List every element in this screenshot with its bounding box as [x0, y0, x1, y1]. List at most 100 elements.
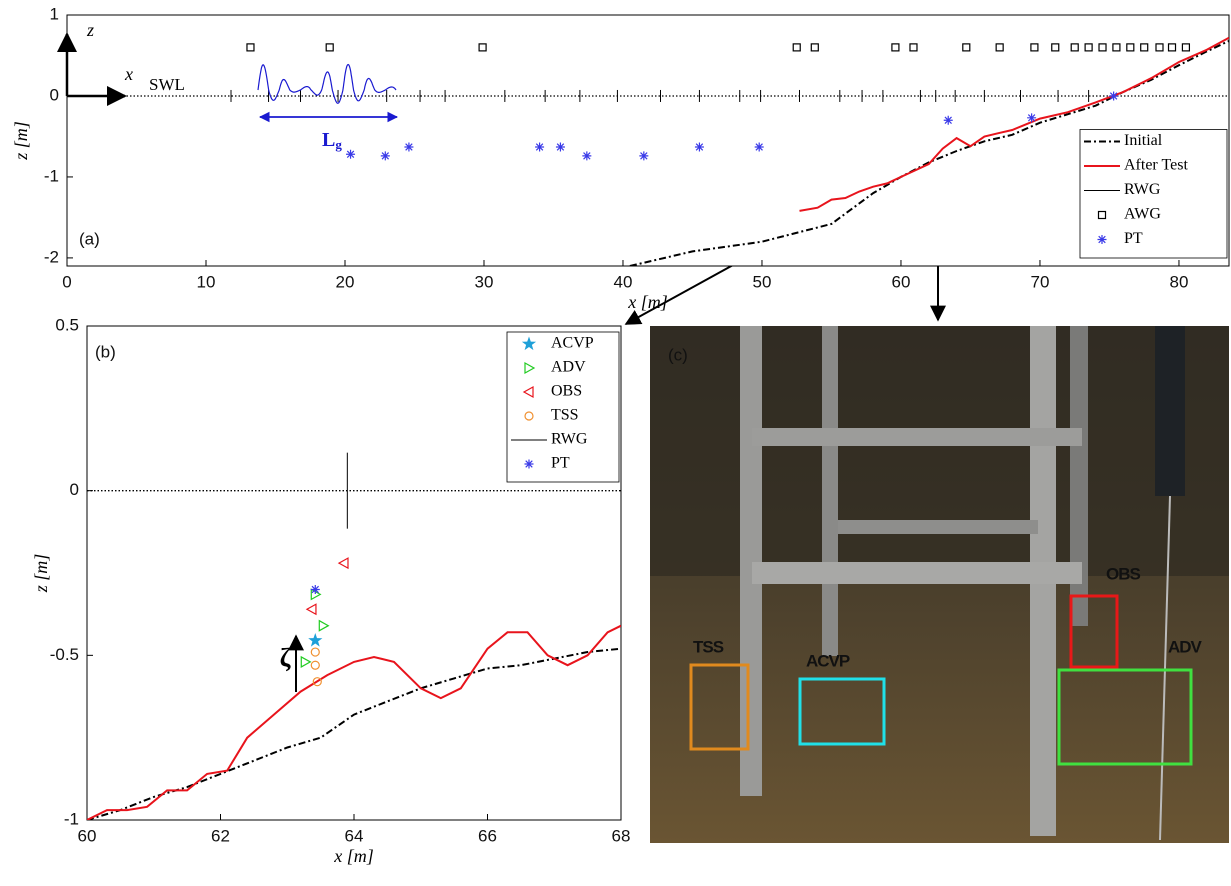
awg-marker [995, 43, 1004, 52]
group-length-symbol: L [322, 129, 335, 151]
plot-area [66, 14, 1230, 267]
pt-marker [524, 459, 534, 469]
pt-marker [754, 142, 764, 152]
adv-marker [524, 361, 536, 375]
awg-marker [891, 43, 900, 52]
awg-marker [478, 43, 487, 52]
awg-marker [1126, 43, 1135, 52]
pt-marker [582, 151, 592, 161]
photo-pole [822, 326, 838, 656]
group-length-label: Lg [322, 129, 342, 152]
sensor-label: ADV [1168, 637, 1203, 656]
awg-marker [1181, 43, 1191, 52]
x-tick-label: 68 [612, 826, 631, 845]
legend-label: OBS [551, 383, 582, 400]
legend-label: RWG [1124, 181, 1161, 198]
y-tick-label: -1 [64, 809, 79, 828]
x-tick-label: 0 [62, 272, 71, 291]
pt-marker [404, 142, 414, 152]
y-tick-label: 0 [70, 480, 79, 499]
awg-marker [325, 43, 334, 52]
photo-cable [1159, 495, 1171, 841]
panel: 60 62 64 66 68 -1 -0.5 0 0.5 x [m] z [m] ACVP ADV OBS… [31, 315, 630, 866]
x-axis-label: x [m] [333, 846, 374, 866]
y-tick-label: -1 [44, 166, 59, 185]
x-tick-label: 80 [1170, 272, 1189, 291]
awg-marker [1098, 43, 1107, 52]
sensor-label: TSS [693, 637, 724, 656]
acvp-marker [308, 633, 323, 647]
awg-marker [792, 43, 801, 52]
photo-bar [838, 520, 1038, 534]
legend-label: PT [551, 455, 570, 472]
photo-wall [650, 326, 1229, 576]
swl-label: SWL [149, 75, 185, 94]
pt-marker [380, 151, 390, 161]
obs-marker [337, 557, 349, 570]
sensor-box [1057, 668, 1193, 766]
wave-group [257, 63, 397, 104]
x-tick-label: 62 [211, 826, 230, 845]
pt-marker [1097, 235, 1107, 244]
awg-marker [1070, 43, 1079, 52]
profile-line [87, 624, 621, 820]
y-axis-label: z [m] [11, 121, 31, 161]
elevation-label: ζ [280, 643, 291, 672]
profile-line [629, 39, 1229, 266]
x-tick-label: 20 [336, 272, 355, 291]
awg-marker [1084, 43, 1093, 52]
awg-marker [1097, 210, 1107, 220]
photo-instrument [1155, 326, 1185, 496]
awg-marker [1030, 43, 1039, 52]
y-tick-label: 1 [50, 4, 59, 23]
x-tick-label: 30 [475, 272, 494, 291]
plot [87, 452, 621, 820]
sensor-label: ACVP [806, 651, 850, 670]
y-tick-label: -0.5 [50, 645, 79, 664]
awg-marker [1155, 43, 1164, 52]
x-tick-label: 60 [78, 826, 97, 845]
photo-pole [1070, 326, 1088, 626]
awg-marker [1140, 43, 1149, 52]
pt-marker [943, 115, 953, 125]
legend-label: After Test [1124, 157, 1188, 174]
sensor-box [689, 663, 750, 751]
legend-label: TSS [551, 407, 579, 424]
awg-marker [810, 43, 819, 52]
adv-marker [300, 655, 312, 668]
legend-label: Initial [1124, 132, 1163, 149]
x-arrow-label: x [124, 64, 133, 84]
panel-label: (a) [79, 229, 100, 248]
sensor-box [1069, 594, 1119, 669]
legend-box [506, 331, 620, 483]
x-axis-label: x [m] [627, 292, 668, 312]
photo-bar [752, 428, 1082, 446]
legend-label: ADV [551, 359, 586, 376]
legend-label: AWG [1124, 206, 1161, 223]
x-tick-label: 66 [478, 826, 497, 845]
pt-marker [555, 142, 565, 152]
panel-label: (b) [95, 342, 116, 361]
x-tick-label: 50 [753, 272, 772, 291]
x-tick-label: 10 [197, 272, 216, 291]
acvp-marker [521, 336, 537, 351]
photo-bar [752, 562, 1082, 584]
tss-marker [310, 647, 320, 657]
photo-pole [740, 326, 762, 796]
pt-marker [694, 142, 704, 152]
pt-marker [346, 149, 356, 159]
x-tick-label: 40 [614, 272, 633, 291]
pt-marker [1109, 91, 1119, 101]
y-tick-label: 0.5 [55, 315, 79, 334]
awg-marker [246, 43, 255, 52]
plot [230, 36, 1229, 266]
legend-label: PT [1124, 230, 1143, 247]
x-tick-label: 64 [345, 826, 364, 845]
awg-marker [1167, 43, 1177, 52]
pt-marker [1027, 113, 1037, 123]
panel-label: (c) [668, 345, 688, 364]
group-length-subscript: g [335, 137, 342, 152]
legend-label: ACVP [551, 335, 594, 352]
obs-marker [522, 385, 534, 399]
